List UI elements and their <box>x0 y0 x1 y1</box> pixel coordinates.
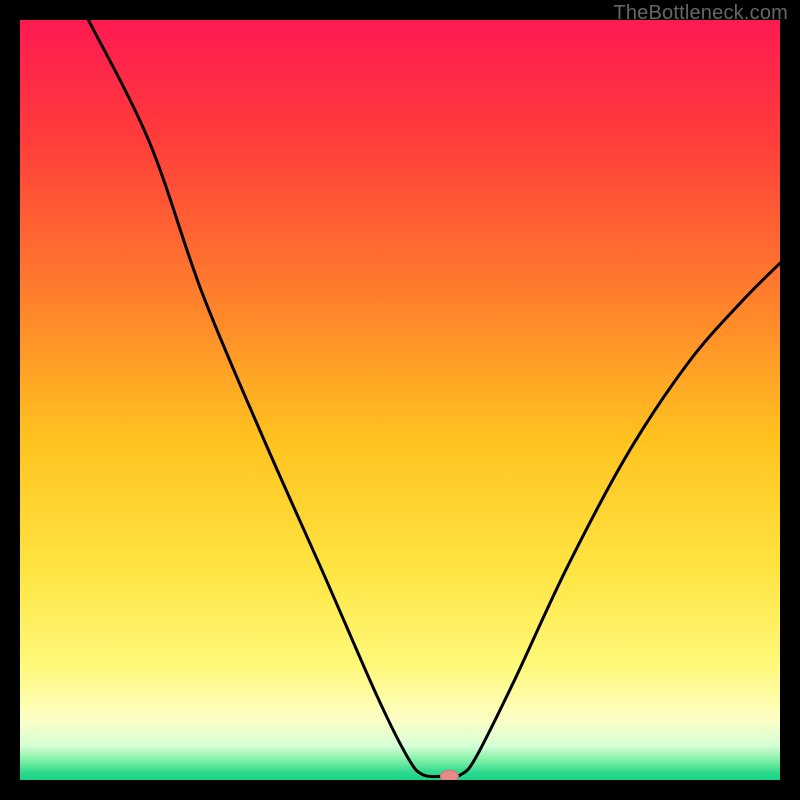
optimum-marker <box>440 770 458 780</box>
watermark-text: TheBottleneck.com <box>613 2 788 25</box>
chart-svg <box>20 20 780 780</box>
bottleneck-chart <box>20 20 780 780</box>
chart-background <box>20 20 780 780</box>
